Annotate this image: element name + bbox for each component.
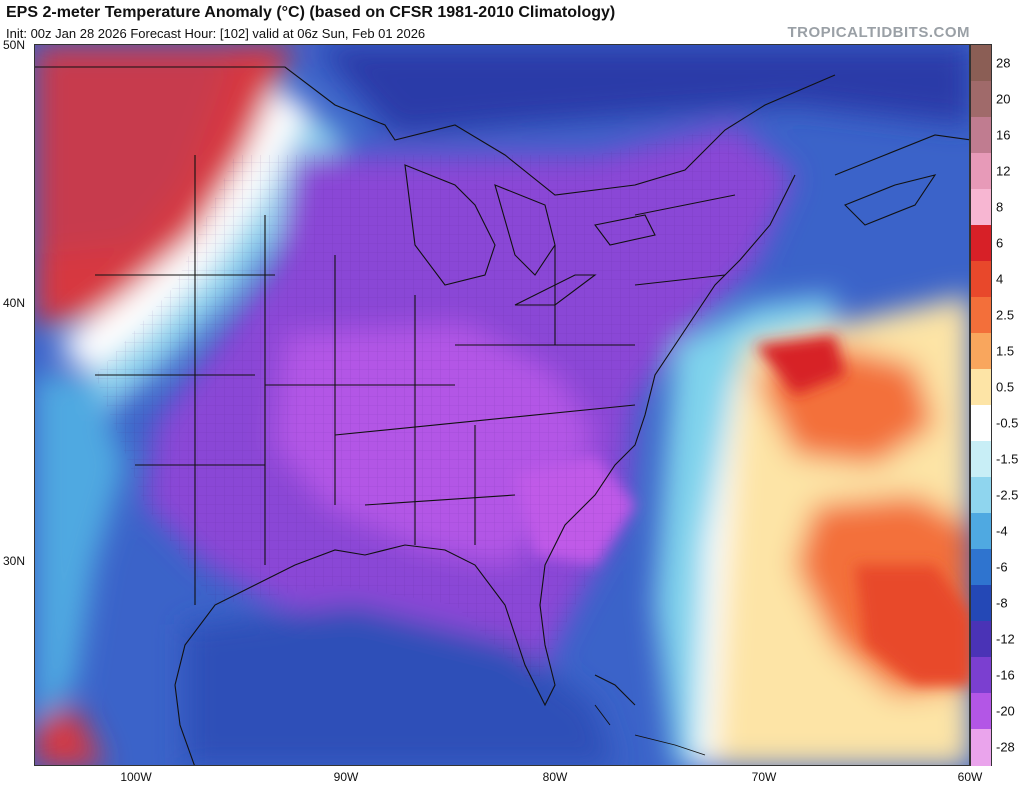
colorbar-swatch bbox=[971, 117, 991, 154]
colorbar-label: -20 bbox=[996, 703, 1015, 719]
colorbar bbox=[970, 44, 992, 766]
colorbar-swatch bbox=[971, 45, 991, 82]
colorbar-swatch bbox=[971, 405, 991, 442]
colorbar-swatch bbox=[971, 297, 991, 334]
colorbar-label: 1.5 bbox=[996, 343, 1015, 359]
colorbar-swatch bbox=[971, 441, 991, 478]
map-canvas bbox=[35, 45, 969, 765]
colorbar-swatch bbox=[971, 153, 991, 190]
colorbar-label: 8 bbox=[996, 199, 1004, 215]
colorbar-label: -8 bbox=[996, 595, 1008, 611]
map-title: EPS 2-meter Temperature Anomaly (°C) (ba… bbox=[6, 4, 616, 21]
colorbar-label: -2.5 bbox=[996, 487, 1019, 503]
credit-watermark: TROPICALTIDBITS.COM bbox=[787, 24, 970, 41]
colorbar-swatch bbox=[971, 585, 991, 622]
lon-label-90w: 90W bbox=[333, 770, 359, 784]
lat-label-30n: 30N bbox=[3, 554, 26, 568]
colorbar-swatch bbox=[971, 729, 991, 766]
colorbar-label: 16 bbox=[996, 127, 1011, 143]
colorbar-label: 0.5 bbox=[996, 379, 1015, 395]
colorbar-label: 20 bbox=[996, 91, 1011, 107]
colorbar-swatch bbox=[971, 261, 991, 298]
colorbar-label: -12 bbox=[996, 631, 1015, 647]
colorbar-swatch bbox=[971, 657, 991, 694]
colorbar-label: 2.5 bbox=[996, 307, 1015, 323]
colorbar-label: 6 bbox=[996, 235, 1004, 251]
colorbar-label: -1.5 bbox=[996, 451, 1019, 467]
lon-label-100w: 100W bbox=[120, 770, 152, 784]
colorbar-swatch bbox=[971, 513, 991, 550]
colorbar-label: 28 bbox=[996, 55, 1011, 71]
lon-label-80w: 80W bbox=[542, 770, 568, 784]
colorbar-swatch bbox=[971, 693, 991, 730]
colorbar-label: 4 bbox=[996, 271, 1004, 287]
anomaly-map bbox=[34, 44, 970, 766]
lon-label-60w: 60W bbox=[957, 770, 983, 784]
colorbar-swatch bbox=[971, 477, 991, 514]
map-subtitle: Init: 00z Jan 28 2026 Forecast Hour: [10… bbox=[6, 26, 426, 41]
colorbar-swatch bbox=[971, 549, 991, 586]
colorbar-swatch bbox=[971, 225, 991, 262]
colorbar-swatch bbox=[971, 81, 991, 118]
lon-label-70w: 70W bbox=[751, 770, 777, 784]
lat-label-40n: 40N bbox=[3, 296, 26, 310]
colorbar-swatch bbox=[971, 621, 991, 658]
colorbar-label: -28 bbox=[996, 739, 1015, 755]
colorbar-label: -16 bbox=[996, 667, 1015, 683]
colorbar-label: -6 bbox=[996, 559, 1008, 575]
colorbar-swatch bbox=[971, 333, 991, 370]
colorbar-label: -0.5 bbox=[996, 415, 1019, 431]
colorbar-swatch bbox=[971, 369, 991, 406]
colorbar-label: -4 bbox=[996, 523, 1008, 539]
colorbar-label: 12 bbox=[996, 163, 1011, 179]
colorbar-swatch bbox=[971, 189, 991, 226]
lat-label-50n: 50N bbox=[3, 38, 26, 52]
